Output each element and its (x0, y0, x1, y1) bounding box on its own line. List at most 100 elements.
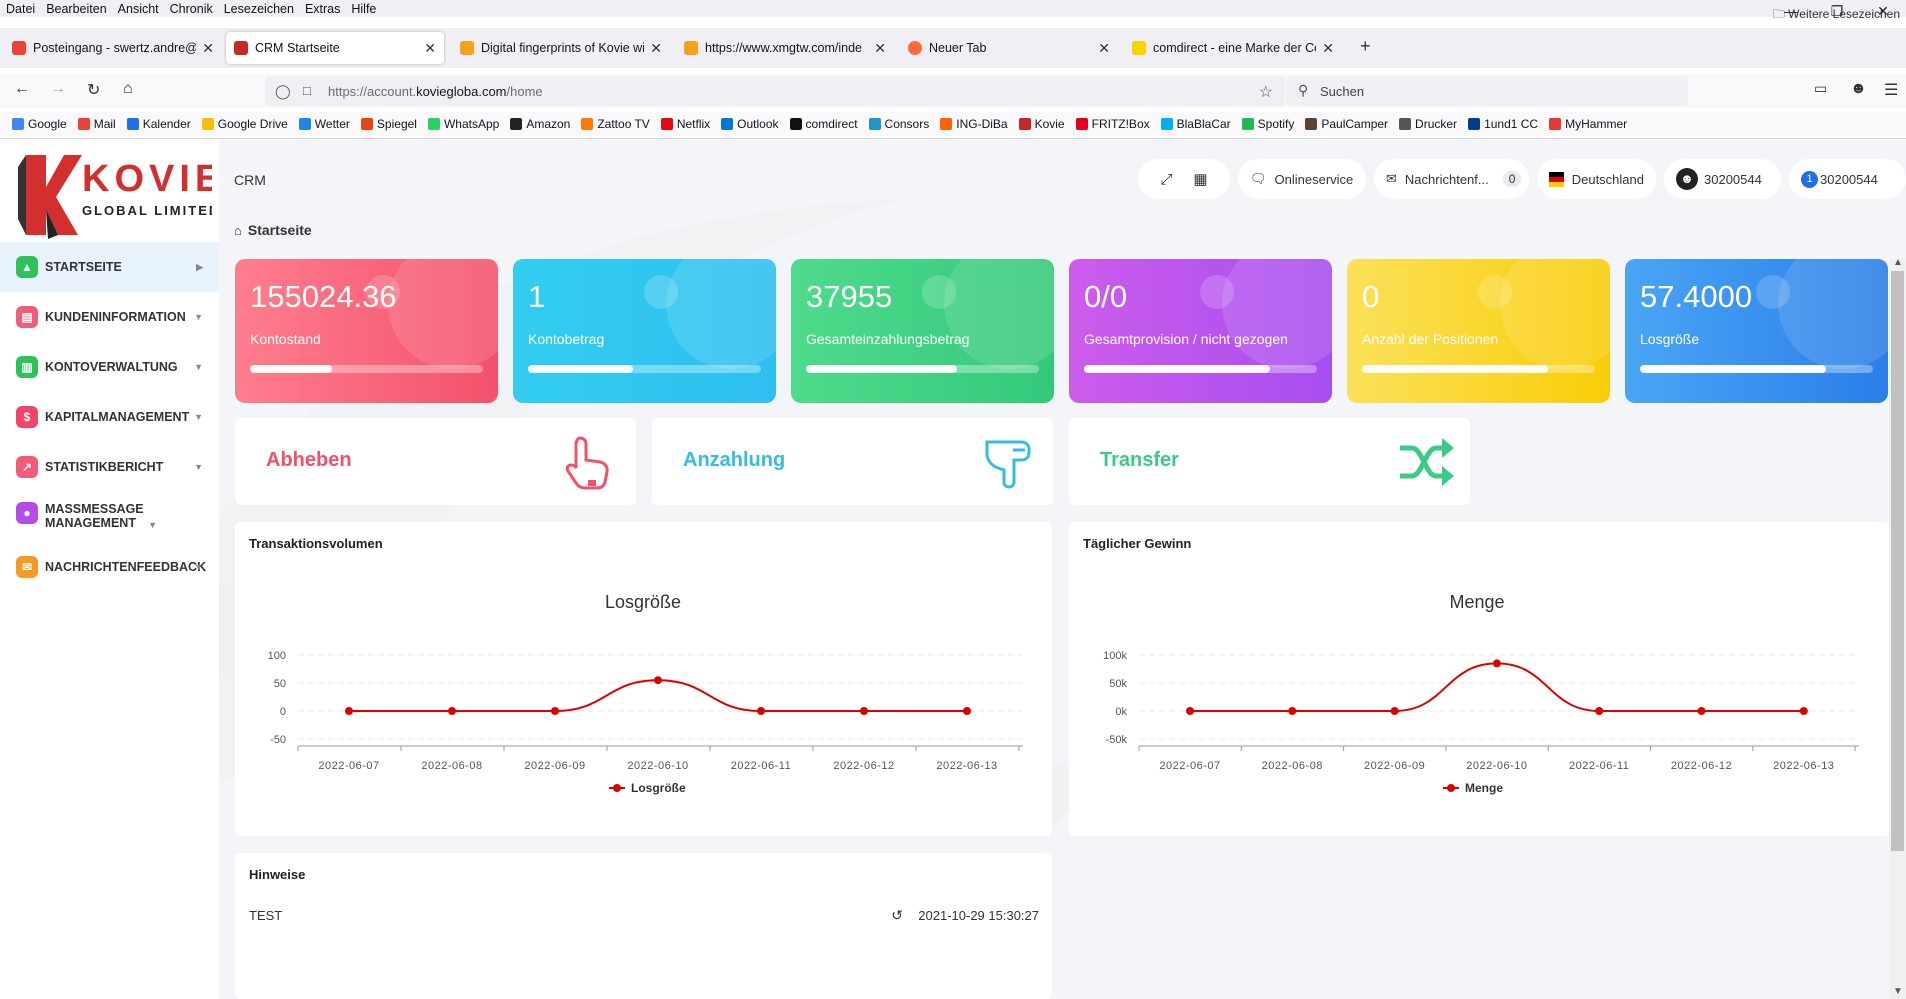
scroll-down-icon[interactable]: ▼ (1893, 986, 1903, 997)
messages-button[interactable]: ✉ Nachrichtenf... 0 (1374, 159, 1529, 199)
data-point[interactable] (1492, 659, 1501, 668)
url-text[interactable]: https://account.koviegloba.com/home (328, 84, 543, 99)
bookmark-item[interactable]: Amazon (510, 117, 570, 131)
tab-comdirect[interactable]: comdirect - eine Marke der Cor ✕ (1124, 32, 1342, 64)
bookmark-item[interactable]: Kalender (126, 117, 191, 131)
data-point[interactable] (757, 707, 765, 715)
reload-icon[interactable]: ↻ (87, 82, 101, 99)
close-tab-icon[interactable]: ✕ (874, 39, 886, 56)
search-input[interactable]: ⚲ Suchen (1286, 76, 1688, 106)
bookmark-item[interactable]: Consors (868, 117, 929, 131)
data-point[interactable] (1697, 707, 1706, 715)
bookmark-item[interactable]: Google Drive (201, 117, 288, 131)
shield-icon[interactable]: ◯ (275, 83, 291, 99)
menu-ansicht[interactable]: Ansicht (117, 1, 159, 16)
menu-chronik[interactable]: Chronik (169, 1, 213, 16)
data-point[interactable] (448, 707, 456, 715)
data-point[interactable] (654, 676, 662, 685)
grid-icon[interactable]: ▦ (1193, 171, 1208, 188)
menu-lesezeichen[interactable]: Lesezeichen (223, 1, 294, 16)
sidebar-item-startseite[interactable]: ▲ STARTSEITE ▶ (0, 242, 219, 292)
close-tab-icon[interactable]: ✕ (1098, 39, 1110, 56)
bookmark-favicon-icon (12, 118, 24, 130)
menu-extras[interactable]: Extras (304, 1, 341, 16)
close-tab-icon[interactable]: ✕ (202, 39, 214, 56)
home-icon[interactable]: ⌂ (123, 80, 133, 97)
sidebar-item-massmessage[interactable]: ● MASSMESSAGE MANAGEMENT ▼ (0, 492, 219, 542)
bookmark-item[interactable]: Drucker (1399, 117, 1457, 131)
bookmark-item[interactable]: PaulCamper (1305, 117, 1388, 131)
bookmarks-more[interactable]: 🗀 Weitere Lesezeichen (1772, 7, 1900, 21)
legend[interactable]: Losgröße (609, 781, 686, 795)
scrollbar-thumb[interactable] (1891, 271, 1904, 851)
bookmark-item[interactable]: FRITZ!Box (1075, 117, 1150, 131)
country-selector[interactable]: Deutschland (1537, 159, 1656, 199)
sidebar-item-kundeninformation[interactable]: ▤ KUNDENINFORMATION ▼ (0, 292, 219, 342)
sidebar-item-kontoverwaltung[interactable]: ▥ KONTOVERWALTUNG ▼ (0, 342, 219, 392)
data-point[interactable] (963, 707, 971, 715)
sidebar-item-nachrichtenfeedback[interactable]: ✉ NACHRICHTENFEEDBACK ▼ (0, 542, 219, 592)
bookmark-star-icon[interactable]: ☆ (1258, 84, 1273, 101)
lock-icon[interactable]: □ (303, 83, 311, 98)
bookmark-favicon-icon (660, 118, 673, 130)
tab-mail[interactable]: Posteingang - swertz.andre@ge ✕ (4, 32, 222, 64)
bookmark-item[interactable]: comdirect (789, 117, 858, 131)
close-tab-icon[interactable]: ✕ (424, 39, 436, 56)
url-bar[interactable]: ◯ □ https://account.koviegloba.com/home … (265, 76, 1285, 106)
bookmark-item[interactable]: Kovie (1018, 117, 1065, 131)
tab-xmgtw[interactable]: https://www.xmgtw.com/inde ✕ (676, 32, 894, 64)
account-button[interactable]: 1 30200544 (1789, 159, 1906, 199)
restore-icon[interactable]: ❐ (1830, 3, 1844, 19)
account-icon[interactable]: ☻ (1850, 80, 1867, 97)
bookmark-item[interactable]: Netflix (660, 117, 710, 131)
user-profile-button[interactable]: ☻ 30200544 (1664, 159, 1781, 199)
data-point[interactable] (1799, 707, 1808, 715)
data-point[interactable] (1390, 707, 1399, 715)
onlineservice-button[interactable]: 🗨 Onlineservice (1238, 159, 1366, 199)
data-point[interactable] (551, 707, 559, 715)
anzahlung-button[interactable]: Anzahlung (652, 418, 1053, 505)
bookmark-item[interactable]: WhatsApp (427, 117, 499, 131)
bookmark-item[interactable]: Outlook (721, 117, 779, 131)
bookmark-item[interactable]: 1und1 CC (1468, 117, 1538, 131)
bookmark-item[interactable]: BlaBlaCar (1160, 117, 1231, 131)
minimize-icon[interactable]: — (1784, 3, 1798, 19)
close-tab-icon[interactable]: ✕ (1322, 39, 1334, 56)
bookmark-item[interactable]: Wetter (298, 117, 350, 131)
pocket-icon[interactable]: ▭ (1814, 80, 1828, 96)
bookmark-item[interactable]: Spiegel (360, 117, 417, 131)
bookmark-item[interactable]: Spotify (1241, 117, 1294, 131)
fullscreen-icon[interactable]: ⤢ (1160, 170, 1173, 188)
data-point[interactable] (860, 707, 868, 715)
new-tab-icon[interactable]: + (1360, 36, 1371, 56)
menu-hilfe[interactable]: Hilfe (351, 1, 377, 16)
scroll-up-icon[interactable]: ▲ (1893, 257, 1903, 268)
tab-new[interactable]: Neuer Tab ✕ (900, 32, 1118, 64)
data-point[interactable] (1595, 707, 1604, 715)
menu-datei[interactable]: Datei (6, 1, 36, 16)
hamburger-menu-icon[interactable]: ☰ (1884, 82, 1899, 99)
bookmark-item[interactable]: Google (12, 117, 67, 131)
data-point[interactable] (1288, 707, 1297, 715)
bookmark-favicon-icon (581, 118, 594, 130)
tab-crm[interactable]: CRM Startseite ✕ (226, 32, 444, 64)
sidebar-item-statistikbericht[interactable]: ↗ STATISTIKBERICHT ▼ (0, 442, 219, 492)
bookmark-item[interactable]: ING-DiBa (940, 117, 1008, 131)
home-icon[interactable]: ⌂ (234, 223, 242, 238)
bookmark-item[interactable]: Mail (77, 117, 116, 131)
tab-fingerprints[interactable]: Digital fingerprints of Kovie will ✕ (452, 32, 670, 64)
close-tab-icon[interactable]: ✕ (650, 39, 662, 56)
data-point[interactable] (1186, 707, 1194, 715)
bookmark-item[interactable]: Zattoo TV (581, 117, 650, 131)
back-icon[interactable]: ← (14, 80, 30, 97)
transfer-button[interactable]: Transfer (1069, 418, 1470, 505)
menu-bearbeiten[interactable]: Bearbeiten (46, 1, 107, 16)
forward-icon[interactable]: → (50, 80, 66, 97)
close-window-icon[interactable]: ✕ (1877, 3, 1889, 19)
sidebar-item-kapitalmanagement[interactable]: $ KAPITALMANAGEMENT ▼ (0, 392, 219, 442)
page-scrollbar[interactable]: ▲ ▼ (1889, 257, 1906, 999)
abheben-button[interactable]: Abheben (235, 418, 636, 505)
bookmark-item[interactable]: MyHammer (1549, 117, 1627, 131)
legend[interactable]: Menge (1443, 781, 1503, 795)
data-point[interactable] (345, 707, 353, 715)
